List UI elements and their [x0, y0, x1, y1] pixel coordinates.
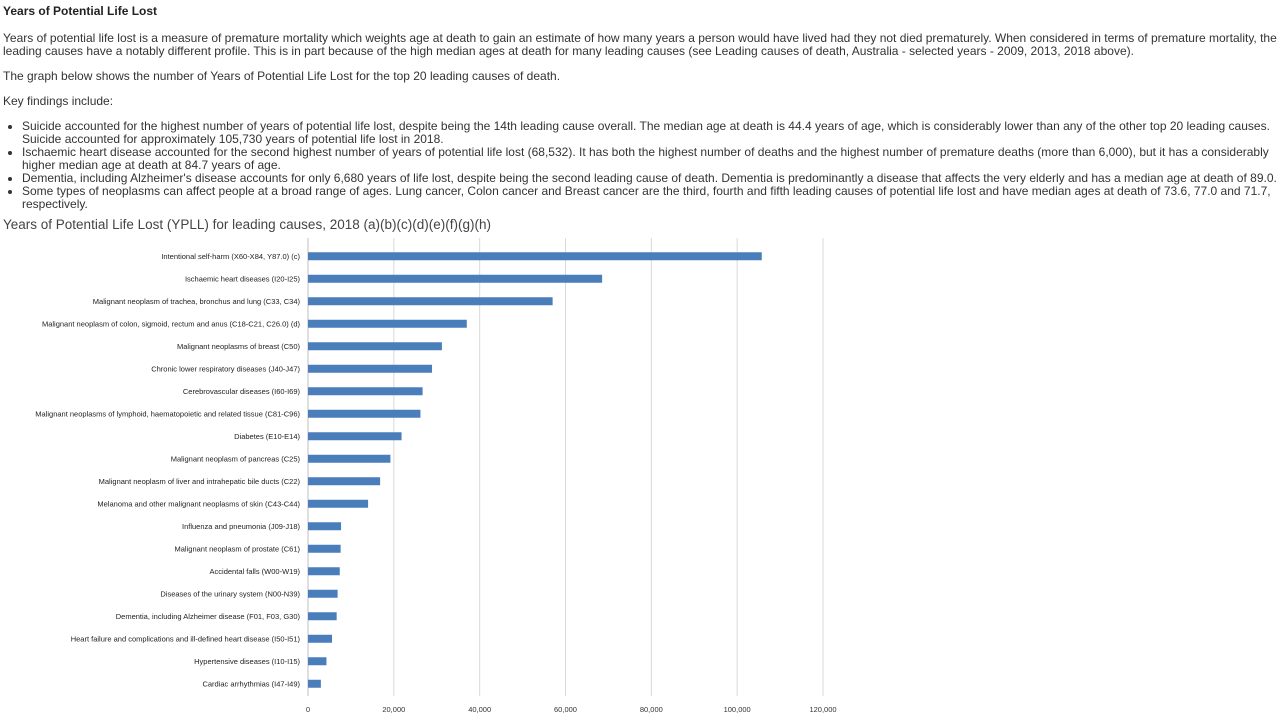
bar	[308, 612, 337, 621]
category-label: Chronic lower respiratory diseases (J40-…	[151, 364, 300, 373]
category-label: Cardiac arrhythmias (I47-I49)	[202, 679, 300, 688]
bar	[308, 432, 402, 441]
category-label: Malignant neoplasm of pancreas (C25)	[171, 454, 301, 463]
bars	[308, 252, 762, 688]
bar	[308, 454, 391, 463]
x-tick-label: 100,000	[724, 705, 751, 714]
bar	[308, 297, 553, 306]
bar	[308, 522, 342, 531]
category-labels: Intentional self-harm (X60-X84, Y87.0) (…	[35, 252, 300, 689]
x-tick-label: 40,000	[468, 705, 491, 714]
finding-item: Suicide accounted for the highest number…	[22, 120, 1278, 146]
category-label: Cerebrovascular diseases (I60-I69)	[183, 387, 301, 396]
category-label: Malignant neoplasm of liver and intrahep…	[99, 477, 301, 486]
x-tick-label: 0	[306, 705, 310, 714]
x-tick-label: 80,000	[640, 705, 663, 714]
bar	[308, 319, 467, 328]
category-label: Influenza and pneumonia (J09-J18)	[182, 522, 300, 531]
bar	[308, 387, 423, 396]
bar	[308, 544, 341, 553]
article-content: Years of Potential Life Lost Years of po…	[3, 0, 1278, 211]
bar	[308, 589, 338, 598]
category-label: Accidental falls (W00-W19)	[210, 567, 301, 576]
bar	[308, 342, 442, 351]
bar	[308, 477, 381, 486]
bar	[308, 657, 327, 666]
bar	[308, 499, 369, 508]
bar	[308, 567, 340, 576]
bar	[308, 634, 333, 643]
x-tick-label: 120,000	[809, 705, 836, 714]
finding-item: Ischaemic heart disease accounted for th…	[22, 146, 1278, 172]
category-label: Diseases of the urinary system (N00-N39)	[160, 589, 300, 598]
intro-paragraph: Years of potential life lost is a measur…	[3, 31, 1277, 58]
key-findings-list: Suicide accounted for the highest number…	[3, 120, 1278, 211]
category-label: Ischaemic heart diseases (I20-I25)	[185, 274, 301, 283]
category-label: Dementia, including Alzheimer disease (F…	[116, 612, 301, 621]
chart-title: Years of Potential Life Lost (YPLL) for …	[3, 217, 491, 232]
x-tick-labels: 0 20,000 40,000 60,000 80,000 100,000 120,000	[306, 705, 837, 714]
category-label: Malignant neoplasm of colon, sigmoid, re…	[42, 319, 301, 328]
category-label: Intentional self-harm (X60-X84, Y87.0) (…	[161, 252, 300, 261]
category-label: Malignant neoplasm of prostate (C61)	[175, 544, 301, 553]
bar	[308, 364, 433, 373]
category-label: Malignant neoplasms of lymphoid, haemato…	[35, 409, 300, 418]
category-label: Heart failure and complications and ill-…	[71, 634, 301, 643]
category-label: Malignant neoplasm of trachea, bronchus …	[93, 297, 301, 306]
category-label: Melanoma and other malignant neoplasms o…	[97, 499, 300, 508]
bar	[308, 409, 421, 418]
x-tick-label: 60,000	[554, 705, 577, 714]
graph-intro-paragraph: The graph below shows the number of Year…	[3, 69, 561, 83]
category-label: Diabetes (E10-E14)	[234, 432, 300, 441]
bar	[308, 679, 321, 688]
category-label: Malignant neoplasms of breast (C50)	[177, 342, 300, 351]
ypll-bar-chart: Intentional self-harm (X60-X84, Y87.0) (…	[35, 238, 837, 714]
x-tick-label: 20,000	[382, 705, 405, 714]
gridlines	[307, 238, 824, 696]
section-title: Years of Potential Life Lost	[3, 4, 158, 18]
bar	[308, 274, 603, 283]
key-findings-heading: Key findings include:	[3, 94, 114, 108]
finding-item: Dementia, including Alzheimer's disease …	[22, 172, 1278, 185]
category-label: Hypertensive diseases (I10-I15)	[194, 657, 300, 666]
bar	[308, 252, 762, 261]
finding-item: Some types of neoplasms can affect peopl…	[22, 185, 1278, 211]
